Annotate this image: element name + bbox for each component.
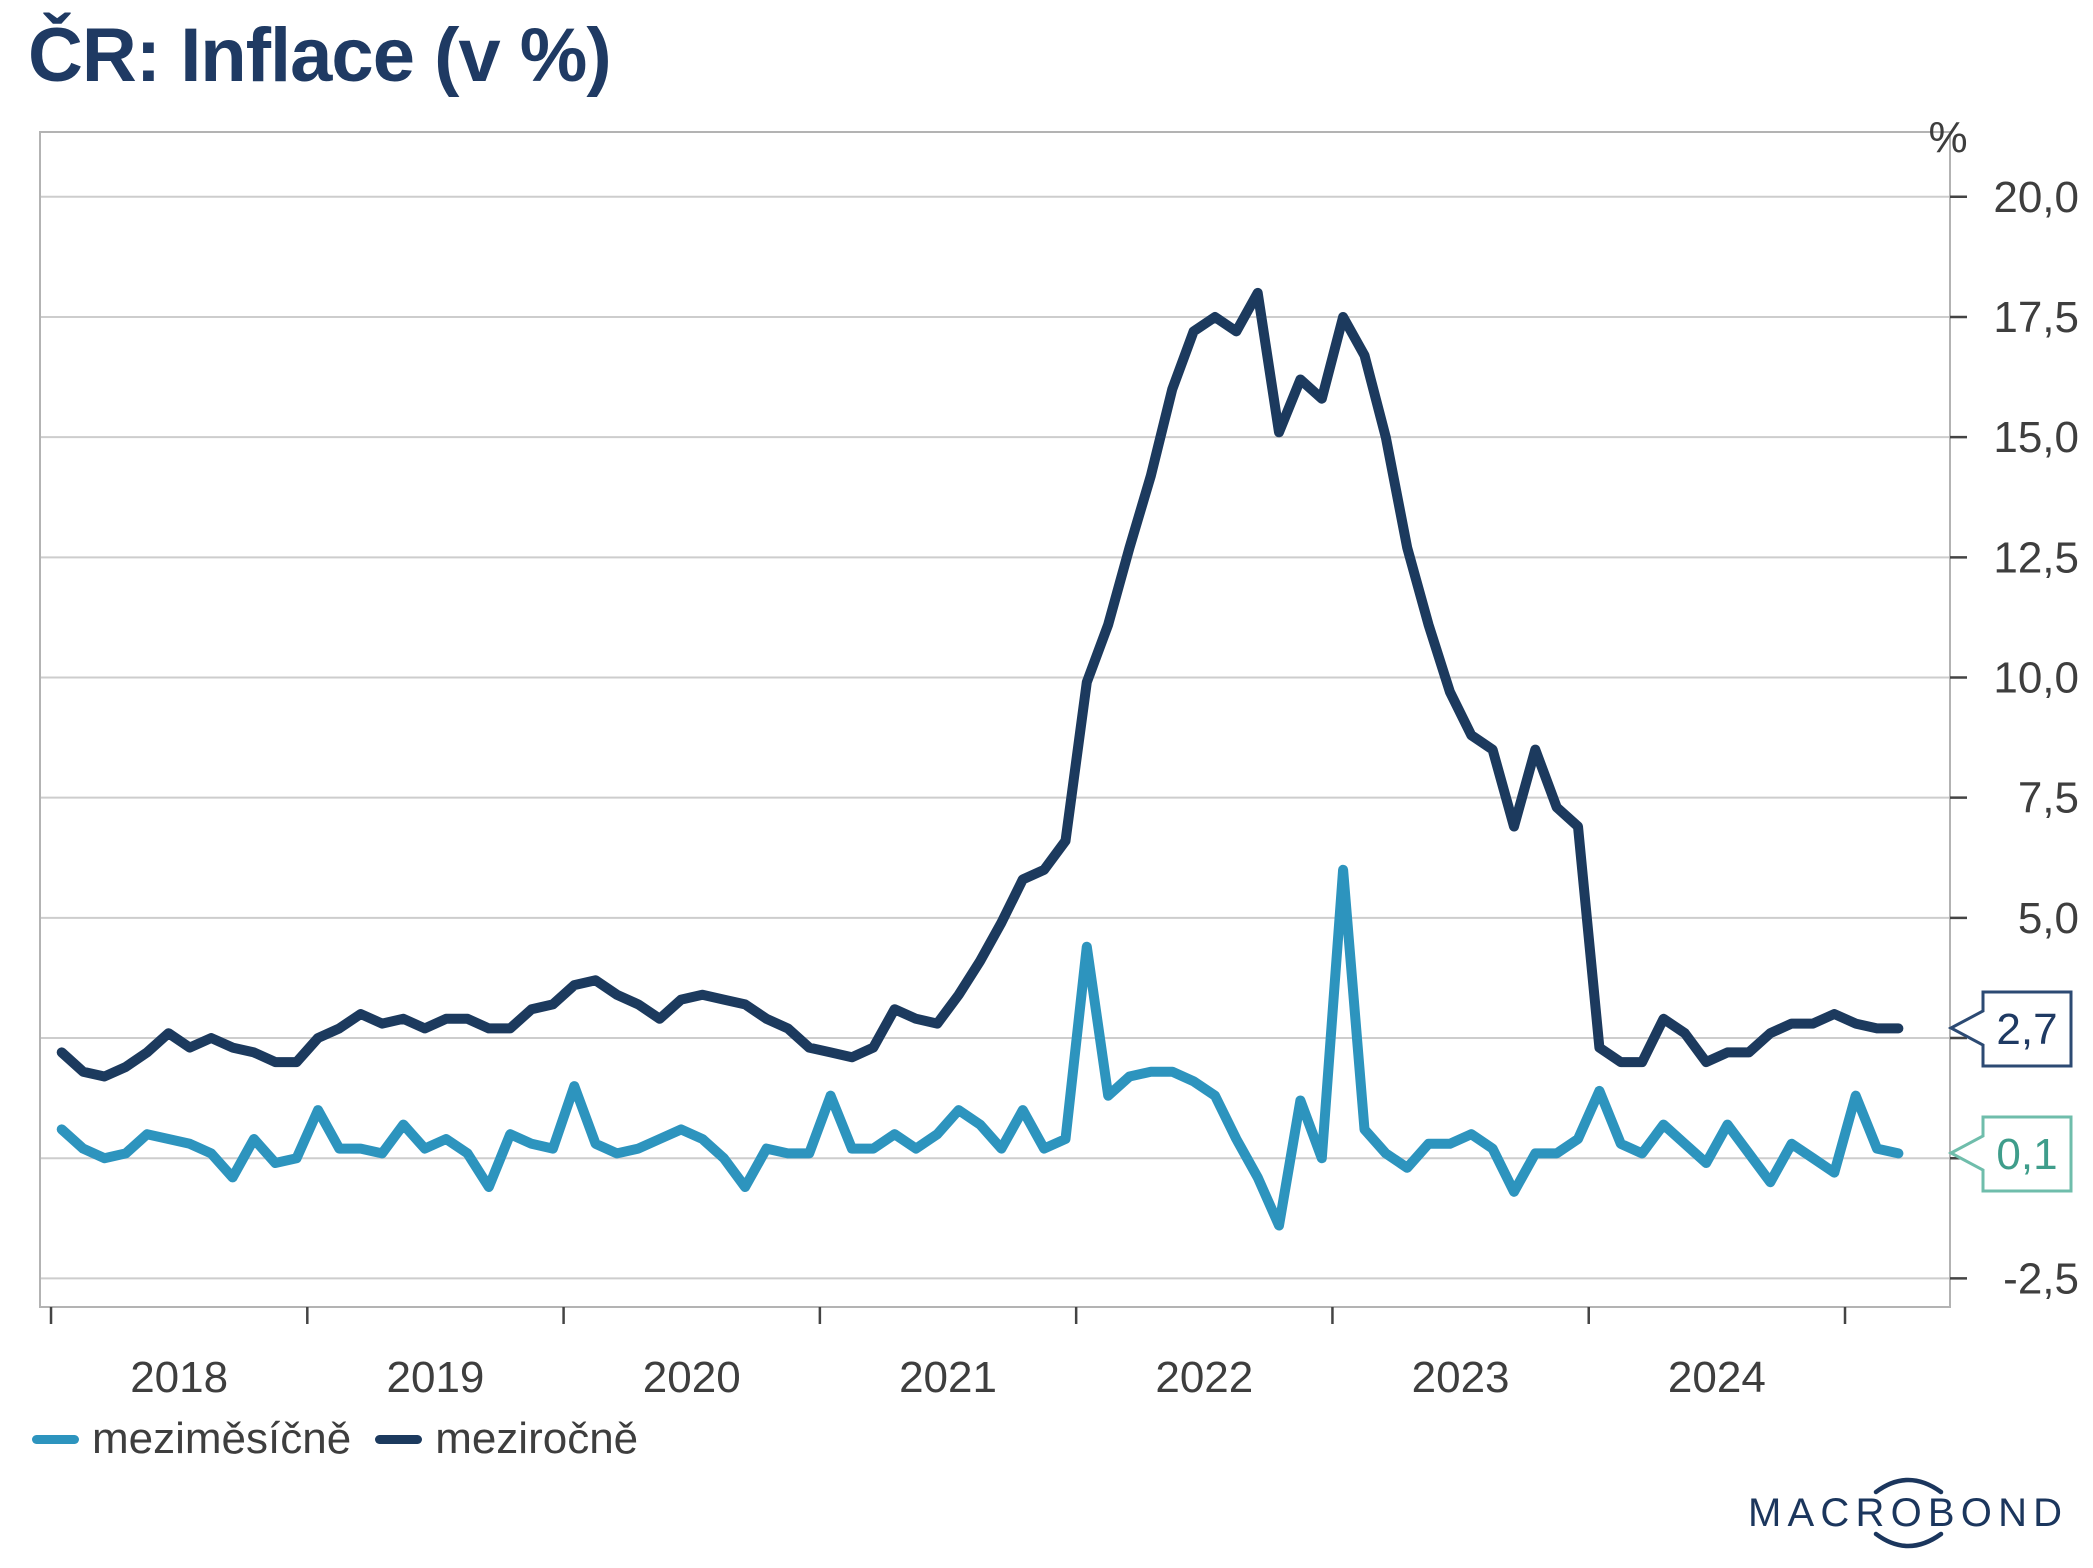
x-year-label: 2024 — [1668, 1353, 1766, 1402]
legend-label-mom: meziměsíčně — [92, 1414, 352, 1463]
chart-legend: meziměsíčně meziročně — [32, 1417, 638, 1461]
y-tick-label: 12,5 — [1993, 533, 2079, 582]
yoy-badge-callout-shape — [1947, 990, 2073, 1068]
y-tick-label: 17,5 — [1993, 293, 2079, 342]
y-tick-label: 15,0 — [1993, 413, 2079, 462]
y-axis-unit-label: % — [1928, 113, 1967, 162]
y-tick-label: -2,5 — [2003, 1254, 2079, 1303]
macrobond-logo: MACROBOND — [1748, 1477, 2068, 1549]
y-tick-label: 10,0 — [1993, 654, 2079, 703]
x-year-label: 2020 — [643, 1353, 741, 1402]
logo-wordmark: MACROBOND — [1748, 1491, 2068, 1535]
x-year-label: 2023 — [1412, 1353, 1510, 1402]
plot-frame — [39, 131, 1951, 1308]
page-title: ČR: Inflace (v %) — [28, 13, 612, 98]
yoy-end-value: 2,7 — [1996, 1005, 2057, 1054]
x-year-label: 2022 — [1155, 1353, 1253, 1402]
logo-upper-arc-icon — [1873, 1477, 1944, 1495]
legend-item-mom: meziměsíčně — [32, 1417, 351, 1461]
y-tick-label: 7,5 — [2018, 774, 2079, 823]
yoy-series-swatch-icon — [375, 1434, 423, 1444]
x-year-label: 2018 — [130, 1353, 228, 1402]
yoy-end-value-badge: 2,7 — [1947, 990, 2073, 1068]
mom-end-value: 0,1 — [1996, 1130, 2057, 1179]
logo-lower-arc-icon — [1873, 1531, 1944, 1549]
y-tick-label: 5,0 — [2018, 894, 2079, 943]
mom-end-value-badge: 0,1 — [1947, 1115, 2073, 1193]
x-year-label: 2019 — [387, 1353, 485, 1402]
series-line-yoy — [56, 287, 1904, 1082]
legend-item-yoy: meziročně — [375, 1417, 638, 1461]
x-year-label: 2021 — [899, 1353, 997, 1402]
legend-label-yoy: meziročně — [435, 1414, 639, 1463]
mom-badge-callout-shape — [1947, 1115, 2073, 1193]
mom-series-swatch-icon — [32, 1434, 79, 1444]
y-tick-label: 20,0 — [1993, 173, 2079, 222]
series-line-mom — [56, 864, 1904, 1231]
